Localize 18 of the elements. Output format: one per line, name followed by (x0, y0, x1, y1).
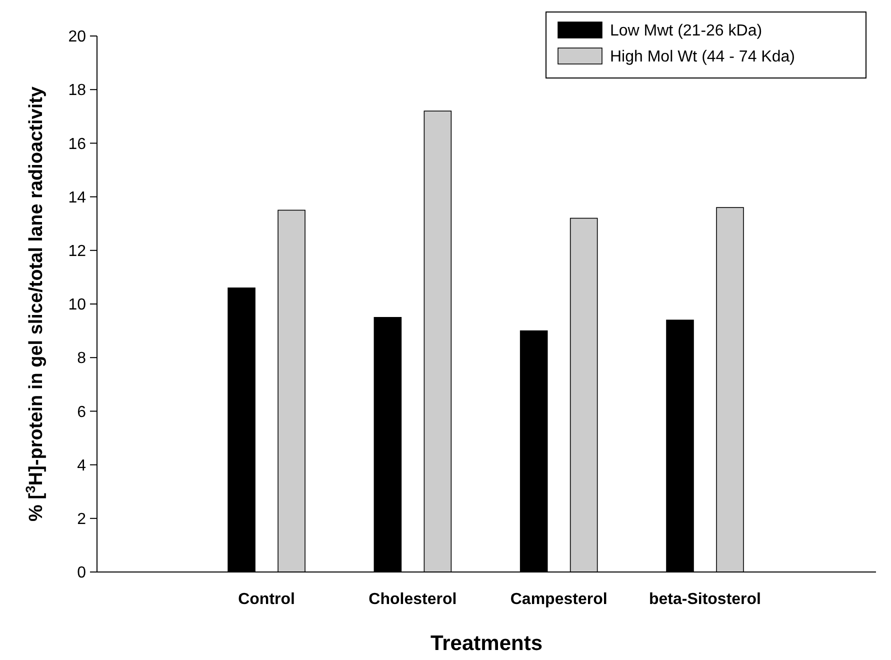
y-tick-label: 14 (68, 189, 86, 206)
y-tick-label: 20 (68, 28, 86, 46)
y-tick-label: 2 (77, 511, 86, 528)
x-tick-label: Control (238, 591, 295, 608)
y-tick-label: 6 (77, 404, 86, 421)
x-tick-label: beta-Sitosterol (648, 591, 762, 608)
legend-label: Low Mwt (21-26 kDa) (610, 22, 762, 40)
y-tick-label: 0 (77, 564, 86, 582)
y-tick-label: 8 (77, 350, 86, 368)
x-tick-label: Campesterol (510, 591, 608, 608)
y-tick-label: 4 (77, 457, 86, 474)
y-tick-label: 16 (68, 136, 86, 153)
legend-label: High Mol Wt (44 - 74 Kda) (610, 48, 795, 66)
y-tick-label: 18 (68, 82, 86, 100)
x-axis-title: Treatments (430, 632, 543, 655)
y-tick-label: 10 (68, 296, 86, 314)
y-tick-label: 12 (68, 243, 86, 260)
x-tick-label: Cholesterol (368, 591, 457, 608)
